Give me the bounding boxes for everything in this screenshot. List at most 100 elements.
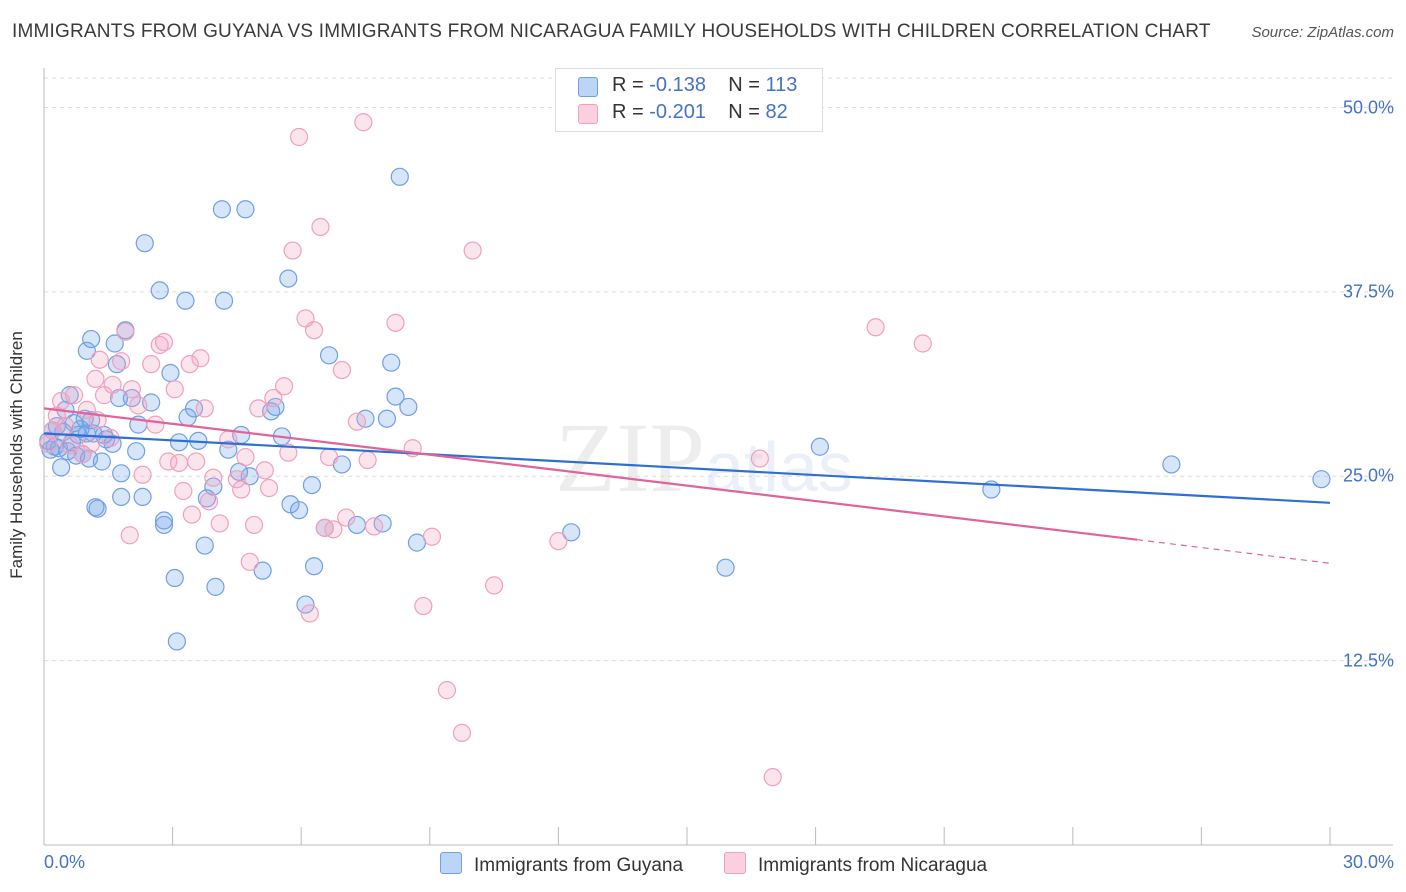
legend-label-guyana: Immigrants from Guyana	[474, 855, 684, 876]
data-point	[300, 604, 319, 623]
data-point	[135, 234, 154, 253]
data-point	[422, 527, 442, 546]
legend-item-guyana[interactable]: Immigrants from Guyana	[440, 852, 683, 877]
data-point	[255, 461, 274, 480]
data-point	[191, 349, 210, 368]
trend-line-extension	[1137, 539, 1331, 564]
data-point	[1312, 470, 1331, 489]
r-value-guyana: -0.138	[649, 74, 706, 96]
data-point	[750, 449, 769, 468]
data-point	[259, 478, 279, 498]
data-point	[60, 436, 79, 455]
data-point	[337, 508, 356, 527]
guyana-legend-swatch	[440, 852, 462, 874]
data-point	[866, 318, 885, 337]
r-value-nicaragua: -0.201	[649, 101, 706, 123]
data-point	[1162, 455, 1181, 474]
chart-title: IMMIGRANTS FROM GUYANA VS IMMIGRANTS FRO…	[12, 21, 1211, 42]
data-point	[913, 334, 932, 353]
data-point	[227, 470, 246, 489]
data-point	[279, 269, 298, 288]
data-point	[219, 430, 238, 449]
y-axis-title: Family Households with Children	[7, 331, 26, 579]
x-tick-label-min: 0.0%	[44, 852, 86, 872]
legend-label-nicaragua: Immigrants from Nicaragua	[758, 855, 988, 876]
data-point	[264, 388, 283, 408]
y-tick-label: 50.0%	[1342, 97, 1394, 117]
data-point	[304, 557, 324, 576]
data-point	[386, 313, 405, 332]
data-point	[142, 355, 161, 374]
series-guyana-points	[39, 167, 1331, 651]
data-point	[52, 458, 71, 477]
data-point	[154, 515, 174, 535]
series-nicaragua-points	[39, 113, 932, 787]
data-point	[304, 321, 324, 340]
data-point	[77, 341, 96, 360]
data-point	[240, 552, 259, 571]
data-point	[236, 200, 255, 219]
data-point	[116, 322, 135, 341]
y-tick-label: 37.5%	[1342, 281, 1394, 302]
legend-item-nicaragua[interactable]: Immigrants from Nicaragua	[724, 852, 987, 877]
data-point	[204, 468, 223, 487]
data-point	[232, 480, 251, 499]
data-point	[289, 127, 309, 147]
r-label: R =	[612, 101, 644, 123]
data-point	[165, 380, 184, 399]
data-point	[289, 501, 309, 520]
y-tick-label: 12.5%	[1342, 650, 1394, 671]
data-point	[414, 596, 433, 616]
data-point	[716, 558, 735, 577]
data-point	[112, 487, 131, 506]
data-point	[165, 568, 184, 588]
data-point	[279, 443, 298, 462]
axes	[43, 68, 1393, 846]
data-point	[82, 434, 101, 453]
x-tick-label-max: 30.0%	[1342, 852, 1394, 872]
data-point	[56, 417, 75, 436]
data-point	[390, 167, 409, 186]
data-point	[82, 411, 101, 430]
data-point	[562, 523, 581, 542]
trend-line	[43, 407, 1138, 541]
data-point	[302, 476, 322, 495]
stats-legend: R = -0.138 N = 113 R = -0.201 N = 82	[555, 68, 823, 132]
data-point	[253, 561, 272, 580]
data-point	[763, 768, 782, 787]
data-point	[399, 397, 418, 417]
data-point	[120, 526, 139, 545]
data-point	[386, 387, 405, 406]
data-point	[319, 346, 339, 365]
watermark: ZIPatlas	[555, 402, 853, 513]
data-point	[169, 453, 189, 473]
data-point	[197, 489, 216, 508]
nicaragua-legend-swatch	[724, 852, 746, 874]
data-point	[103, 375, 122, 394]
data-point	[195, 399, 214, 418]
data-point	[127, 442, 146, 461]
data-point	[199, 492, 219, 511]
data-point	[549, 532, 568, 551]
data-point	[167, 632, 186, 651]
data-point	[347, 412, 367, 431]
data-point	[382, 353, 401, 372]
data-point	[82, 329, 101, 349]
data-point	[377, 409, 397, 428]
data-point	[129, 396, 148, 415]
data-point	[154, 332, 174, 352]
data-point	[214, 291, 234, 310]
data-point	[112, 352, 131, 371]
data-point	[244, 515, 264, 535]
n-label: N =	[728, 101, 760, 123]
data-point	[180, 355, 199, 374]
data-point	[274, 377, 294, 396]
data-point	[319, 447, 339, 467]
data-point	[182, 505, 201, 524]
data-point	[176, 291, 195, 310]
data-point	[146, 415, 165, 434]
data-point	[187, 452, 206, 471]
data-point	[150, 281, 169, 300]
data-point	[810, 437, 829, 456]
data-point	[296, 595, 315, 614]
